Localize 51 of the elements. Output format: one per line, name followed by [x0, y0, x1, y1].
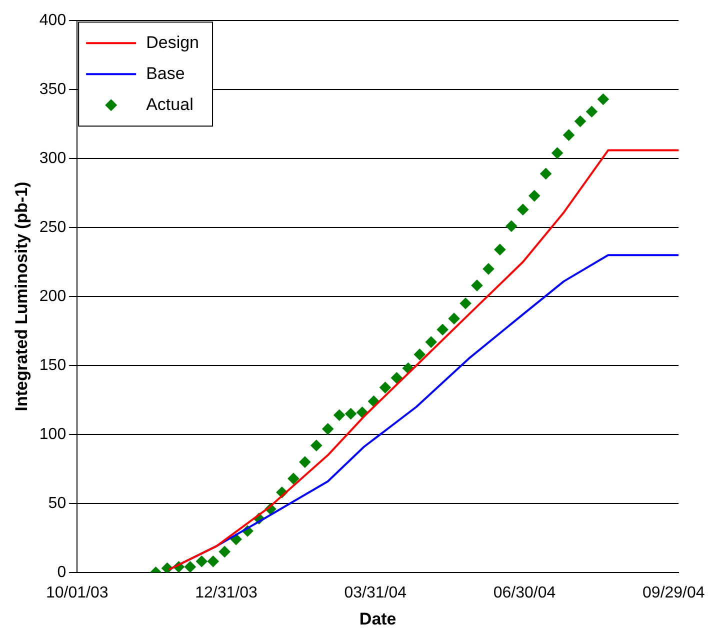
point: [528, 190, 540, 202]
point: [208, 556, 219, 567]
point: [563, 130, 574, 141]
y-tick-label: 100: [39, 426, 66, 443]
x-tick-label: 10/01/03: [46, 584, 108, 602]
point: [552, 148, 563, 159]
point: [448, 313, 460, 324]
point: [574, 116, 586, 127]
point: [322, 423, 334, 434]
point: [586, 106, 598, 118]
point: [219, 546, 230, 558]
point: [471, 280, 482, 291]
y-tick-label: 300: [39, 150, 66, 167]
point: [345, 408, 356, 420]
legend-label: Design: [146, 32, 200, 52]
point: [437, 324, 448, 336]
x-tick-label: 09/29/04: [642, 584, 705, 602]
point: [356, 406, 368, 418]
point: [368, 396, 380, 407]
x-tick-label: 06/30/04: [493, 584, 556, 602]
y-tick-label: 200: [39, 288, 66, 305]
point: [506, 220, 517, 232]
point: [482, 263, 494, 274]
y-tick-label: 150: [39, 356, 66, 374]
point: [380, 382, 391, 394]
point: [540, 168, 552, 180]
x-tick-label: 03/31/04: [344, 584, 407, 602]
legend-label: Base: [146, 64, 185, 83]
point: [460, 298, 472, 309]
point: [288, 473, 299, 484]
point: [598, 94, 609, 105]
y-tick-label: 350: [39, 80, 66, 98]
x-tick-label: 12/31/03: [195, 584, 258, 602]
point: [391, 372, 402, 384]
legend-label: Actual: [146, 94, 194, 114]
point: [299, 456, 310, 468]
point: [426, 336, 437, 348]
y-axis-title: Integrated Luminosity (pb-1): [12, 182, 31, 412]
y-tick-label: 250: [39, 218, 66, 236]
point: [334, 410, 345, 421]
point: [184, 561, 196, 572]
point: [196, 556, 208, 567]
point: [414, 348, 426, 360]
x-axis-title: Date: [359, 609, 396, 628]
point: [230, 534, 242, 545]
point: [494, 244, 506, 256]
y-tick-label: 0: [57, 564, 66, 581]
y-tick-label: 400: [39, 12, 66, 30]
point: [310, 440, 322, 451]
y-tick-label: 50: [48, 494, 66, 512]
point: [517, 204, 528, 216]
